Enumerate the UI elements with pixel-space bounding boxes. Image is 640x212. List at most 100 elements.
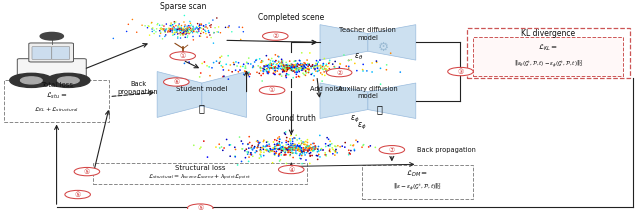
Point [281,141,291,144]
Point [289,143,299,146]
FancyBboxPatch shape [29,43,74,62]
Point [287,147,298,150]
Point [287,66,297,70]
Point [211,145,221,149]
Point [193,22,203,25]
Point [218,68,228,72]
Point [362,69,372,73]
Point [297,68,307,71]
Point [318,62,328,65]
Text: $\epsilon_\theta$: $\epsilon_\theta$ [354,52,363,62]
Point [271,66,281,69]
Point [215,31,225,34]
Point [258,146,268,150]
Point [294,149,305,152]
Point [284,147,294,150]
Point [264,150,275,153]
Point [310,64,321,67]
Point [284,146,294,150]
Point [255,57,265,61]
Point [266,64,276,67]
Point [173,36,183,40]
Point [272,144,282,147]
Point [304,144,314,148]
Point [220,26,230,29]
Point [159,24,169,28]
Point [252,58,262,61]
Point [202,35,212,39]
Point [230,148,241,151]
Point [311,154,321,157]
Point [257,61,267,64]
Point [261,63,271,66]
Point [278,149,289,153]
Point [188,27,198,31]
Point [281,68,291,72]
Point [285,145,295,149]
Point [367,61,377,65]
Point [315,59,325,62]
Point [292,152,302,155]
Point [255,146,266,149]
Point [175,29,186,32]
Point [180,31,191,35]
Point [256,155,266,158]
Point [289,148,300,152]
Point [172,28,182,31]
Point [253,145,263,148]
Point [330,153,340,157]
Point [289,147,300,151]
Point [262,140,273,143]
Point [299,150,309,153]
Point [177,28,187,31]
Point [275,143,285,147]
Point [252,71,262,74]
Point [341,64,351,68]
Point [300,143,310,146]
Point [268,66,278,70]
Point [268,67,278,70]
Point [143,24,154,28]
Point [286,148,296,152]
Point [232,64,242,68]
Point [260,148,271,152]
Point [271,151,281,155]
Point [287,148,297,151]
Point [344,59,354,62]
Point [290,147,300,150]
Point [175,28,186,31]
Point [179,62,189,65]
Point [186,28,196,32]
Point [308,148,319,151]
Point [256,151,266,154]
Point [170,33,180,36]
Point [310,147,320,151]
Point [263,144,273,148]
Point [243,160,253,163]
Point [291,147,301,151]
Point [290,66,300,69]
Point [306,146,316,150]
Point [184,25,195,29]
Text: ①: ① [269,87,275,93]
Point [156,28,166,31]
Point [316,66,326,69]
Text: Completed scene: Completed scene [258,13,324,22]
Point [287,147,297,151]
Point [270,73,280,76]
Point [241,66,251,70]
Point [181,32,191,35]
Point [280,147,290,151]
Point [287,66,297,69]
Point [381,63,392,67]
Point [205,24,215,27]
Point [206,36,216,39]
Text: $\epsilon_\phi$: $\epsilon_\phi$ [350,114,360,125]
Point [241,64,251,68]
Point [285,147,296,151]
Point [292,69,302,72]
Point [276,60,287,64]
Text: Add noise: Add noise [310,86,343,92]
Point [291,68,301,71]
Point [280,131,290,135]
